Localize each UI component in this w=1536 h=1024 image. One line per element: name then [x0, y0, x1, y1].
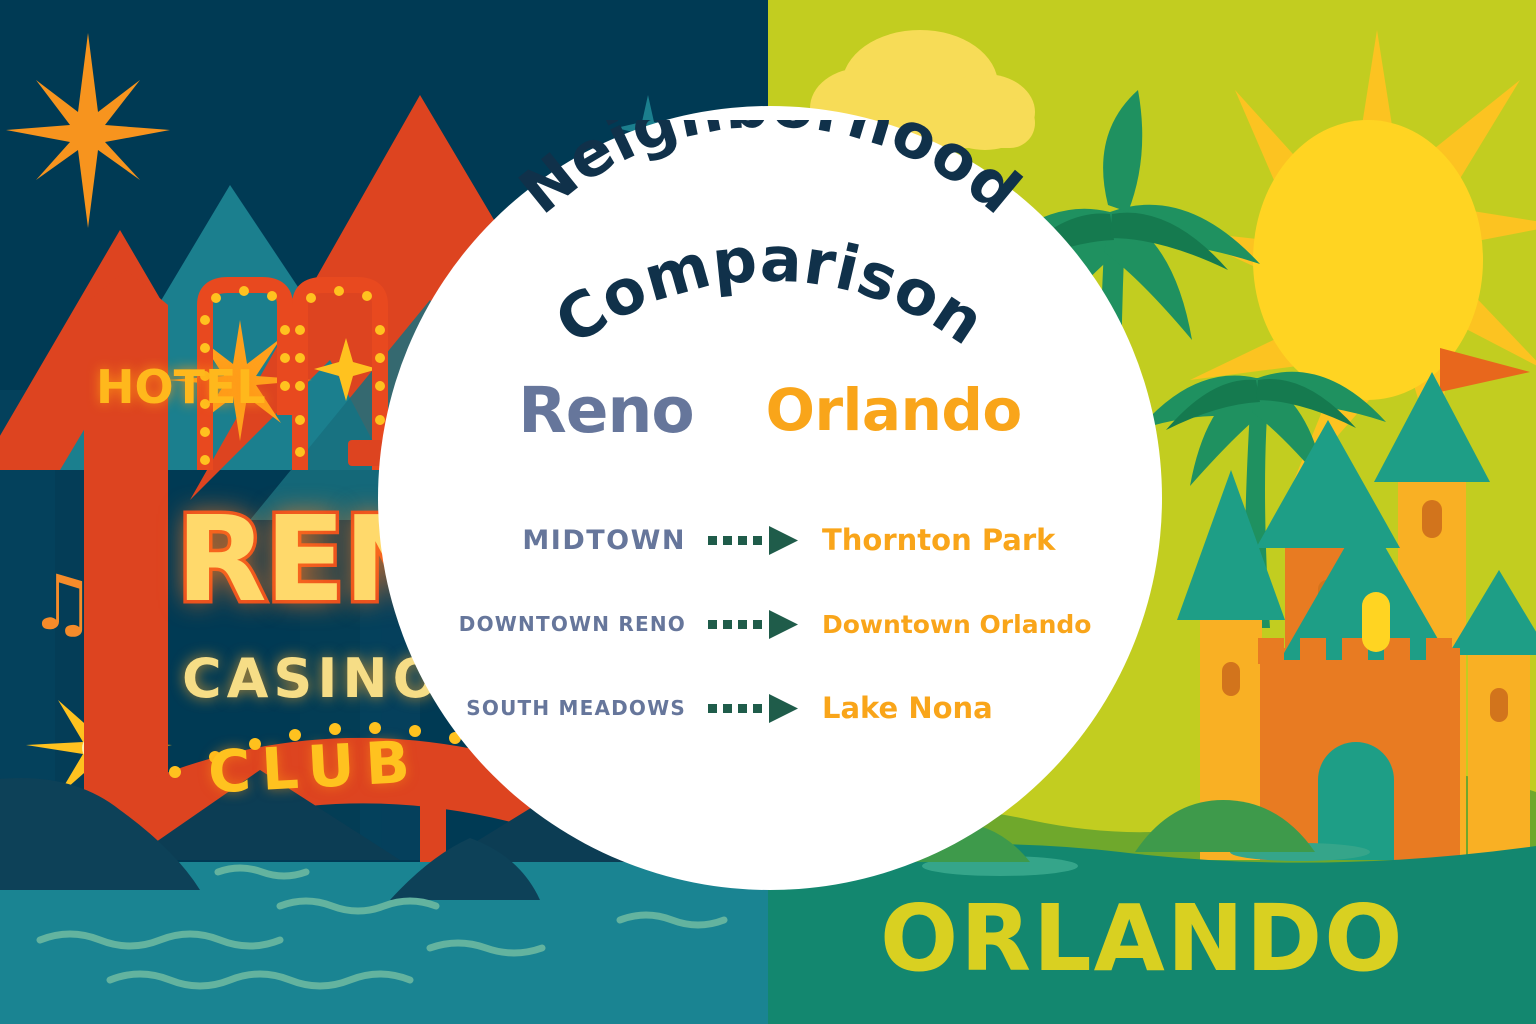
island-right — [390, 838, 540, 900]
brand-orlando: Orlando — [765, 376, 1023, 444]
island-left — [0, 778, 200, 890]
title-line-2: Comparison — [542, 222, 997, 359]
svg-text:Comparison: Comparison — [542, 222, 997, 359]
dotted-arrow-right-icon-1 — [700, 523, 808, 557]
dotted-arrow-right-icon-2 — [700, 607, 808, 641]
neighborhood-reno-3: SOUTH MEADOWS — [466, 696, 686, 720]
casino-sign-text: CASINO — [182, 647, 444, 710]
island-green-right — [1135, 800, 1315, 852]
hill-back-left — [130, 770, 400, 860]
arched-title: Neighborhood Comparison — [378, 68, 1162, 380]
neighborhood-orlando-2: Downtown Orlando — [822, 609, 1092, 639]
marquee-neon-frame — [197, 277, 388, 470]
castle-icon — [1177, 372, 1536, 860]
orlando-wordmark: ORLANDO — [880, 885, 1405, 992]
comparison-circle-panel — [378, 106, 1162, 890]
marquee-bulbs — [200, 286, 385, 465]
neighborhood-orlando-1: Thornton Park — [822, 522, 1056, 557]
club-sign-text: CLUB — [206, 727, 423, 807]
svg-text:Neighborhood: Neighborhood — [506, 120, 1035, 228]
star-neon-marquee-icon — [168, 320, 312, 441]
music-note-icon: ♫ — [28, 558, 97, 647]
comparison-list: MIDTOWN Thornton Park DOWNTOWN RENO — [400, 498, 1140, 750]
hotel-pylon — [84, 305, 168, 835]
comparison-row-1[interactable]: MIDTOWN Thornton Park — [400, 498, 1140, 582]
brand-row: Reno Orlando — [430, 370, 1110, 450]
club-banner — [148, 737, 560, 846]
flag-icon — [1440, 348, 1530, 392]
comparison-row-2[interactable]: DOWNTOWN RENO Downtown Orlando — [400, 582, 1140, 666]
star-large-icon — [6, 33, 170, 228]
dotted-arrow-right-icon-3 — [700, 691, 808, 725]
neighborhood-orlando-3: Lake Nona — [822, 690, 993, 725]
comparison-row-3[interactable]: SOUTH MEADOWS Lake Nona — [400, 666, 1140, 750]
star-diamond-icon — [314, 338, 378, 401]
neighborhood-reno-2: DOWNTOWN RENO — [458, 612, 686, 636]
sun-icon — [1175, 30, 1536, 490]
water-waves — [36, 864, 728, 990]
neighborhood-reno-1: MIDTOWN — [522, 524, 686, 556]
title-line-1: Neighborhood — [506, 120, 1035, 228]
hotel-pylon-top — [84, 270, 168, 305]
hotel-sign-text: HOTEL — [96, 364, 266, 410]
water-right — [768, 844, 1536, 1024]
brand-reno: Reno — [518, 373, 694, 447]
